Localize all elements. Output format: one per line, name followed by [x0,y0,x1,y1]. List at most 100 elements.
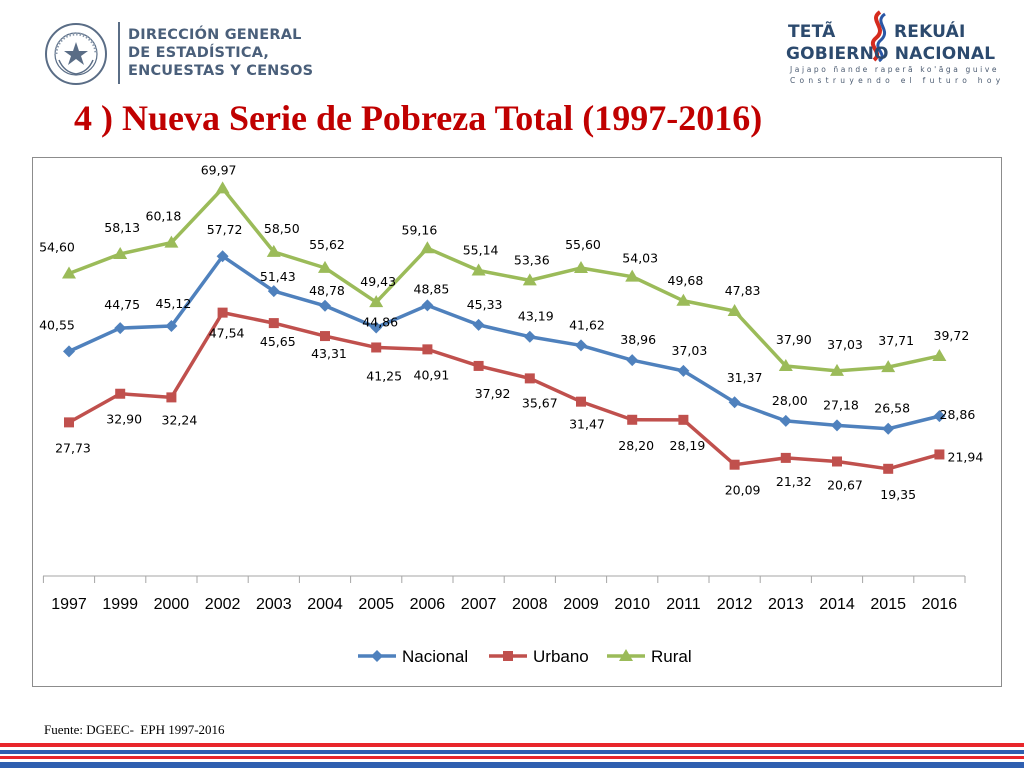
data-label-rural-2015: 37,71 [878,333,914,348]
point-urbano-2014 [832,456,842,467]
data-label-urbano-2014: 20,67 [827,477,863,492]
point-urbano-2000 [166,392,177,403]
data-label-urbano-1997: 27,73 [55,440,91,455]
stripe-white-2 [0,754,1024,756]
gov-logo-teta: TETÃ [788,22,836,42]
data-label-rural-2008: 53,36 [514,252,550,267]
dgeec-name-line-2: DE ESTADÍSTICA, [128,45,270,61]
data-label-rural-2016: 39,72 [934,328,970,343]
gov-logo-slogan-spanish: Construyendo el futuro hoy [790,76,1005,85]
data-label-nacional-2008: 43,19 [518,309,554,324]
point-rural-2000 [164,235,179,248]
header: DIRECCIÓN GENERAL DE ESTADÍSTICA, ENCUES… [0,0,1024,95]
point-nacional-2010 [626,354,639,367]
bottom-stripes [0,743,1024,768]
data-label-nacional-2011: 37,03 [672,343,708,358]
data-label-nacional-2016: 28,86 [940,407,976,422]
point-rural-2006 [420,241,435,254]
point-nacional-2004 [319,299,331,312]
x-tick-label-2016: 2016 [922,596,958,613]
data-label-nacional-2003: 51,43 [260,269,296,284]
data-label-urbano-2000: 32,24 [162,412,198,427]
point-rural-2012 [727,304,742,317]
point-urbano-2008 [524,373,535,384]
data-label-rural-2011: 49,68 [668,273,704,288]
point-nacional-2008 [523,330,536,343]
point-rural-2011 [676,293,691,306]
point-urbano-2011 [678,414,689,425]
data-label-nacional-2002: 57,72 [207,222,243,237]
data-label-rural-2003: 58,50 [264,221,300,236]
point-urbano-1997 [64,417,74,428]
stripe-red-1 [0,743,1024,747]
point-rural-2016 [932,348,947,361]
data-label-nacional-2007: 45,33 [467,297,503,312]
data-label-nacional-2013: 28,00 [772,393,808,408]
stripe-blue-1 [0,750,1024,754]
point-nacional-2012 [728,396,741,409]
x-tick-label-2006: 2006 [410,596,446,613]
series-line-urbano [68,310,940,471]
point-rural-2009 [574,260,588,273]
x-tick-label-2010: 2010 [614,596,650,613]
data-label-urbano-2004: 43,31 [311,346,347,361]
x-tick-label-2007: 2007 [461,596,497,613]
point-nacional-2002 [216,250,229,263]
point-urbano-2006 [422,344,433,355]
stripe-blue-2 [0,762,1024,768]
data-label-nacional-2000: 45,12 [156,296,192,311]
gov-logo-slogan-guarani: Jajapo ñande raperã ko'ãga guive [790,65,1000,74]
x-tick-label-2003: 2003 [256,596,292,613]
point-rural-2014 [830,363,844,376]
data-label-rural-2012: 47,83 [725,283,761,298]
point-rural-2015 [881,360,896,373]
data-label-rural-1997: 54,60 [39,240,75,255]
stripe-white-3 [0,759,1024,762]
data-label-rural-2014: 37,03 [827,337,863,352]
point-urbano-2010 [627,414,638,425]
point-urbano-2004 [320,331,330,342]
data-label-urbano-1999: 32,90 [106,412,142,427]
point-urbano-1999 [115,388,126,399]
series-line-nacional [68,254,940,431]
point-nacional-2005 [370,321,383,334]
page-title: 4 ) Nueva Serie de Pobreza Total (1997-2… [74,98,763,138]
data-label-nacional-1997: 40,55 [39,317,75,332]
data-label-rural-2010: 54,03 [622,251,658,266]
data-label-urbano-2016: 21,94 [948,449,984,464]
poverty-line-chart: 1997 1999 2000 2002 2003 2004 2005 2006 2007 2008… [39,162,984,666]
point-nacional-2003 [267,285,280,298]
gov-logo-line-2: GOBIERNO NACIONAL [786,44,996,64]
data-label-urbano-2009: 31,47 [569,417,605,432]
point-rural-2007 [471,263,486,276]
point-rural-2002 [215,181,230,194]
legend-marker-urbano [503,651,513,661]
legend-label-urbano: Urbano [533,647,589,666]
point-urbano-2007 [473,360,484,371]
legend-label-nacional: Nacional [402,647,468,666]
source-note: Fuente: DGEEC- EPH 1997-2016 [44,722,225,737]
chart-frame: 1997 1999 2000 2002 2003 2004 2005 2006 2007 2008… [32,157,1002,687]
data-label-urbano-2010: 28,20 [618,438,654,453]
point-nacional-2007 [472,318,485,331]
point-nacional-2000 [165,320,178,333]
data-label-nacional-2012: 31,37 [727,370,763,385]
series-line-rural [68,186,940,373]
data-label-rural-2007: 55,14 [463,243,499,258]
point-rural-1997 [62,266,76,279]
point-rural-2010 [625,269,640,282]
data-label-nacional-2006: 48,85 [414,281,450,296]
legend-label-rural: Rural [651,647,692,666]
data-label-nacional-2005: 44,86 [362,314,398,329]
x-tick-label-1999: 1999 [102,596,138,613]
point-urbano-2015 [883,463,894,474]
data-label-urbano-2011: 28,19 [670,438,706,453]
legend-marker-rural [619,649,633,661]
data-label-nacional-2014: 27,18 [823,397,859,412]
data-label-urbano-2002: 47,54 [209,326,245,341]
data-label-urbano-2008: 35,67 [522,395,558,410]
gov-logo-line-1: TETÃ REKUÁI [788,22,965,42]
data-label-urbano-2003: 45,65 [260,334,296,349]
dgeec-logo-text: DIRECCIÓN GENERAL DE ESTADÍSTICA, ENCUES… [128,26,313,80]
data-label-rural-2004: 55,62 [309,237,345,252]
